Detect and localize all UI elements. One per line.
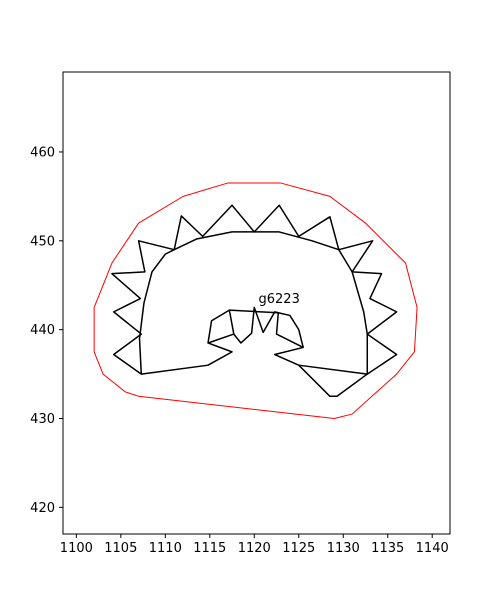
series-line-4 [298, 271, 369, 375]
x-tick-label: 1120 [238, 541, 271, 556]
x-tick-label: 1110 [149, 541, 182, 556]
plot-area [93, 182, 418, 419]
x-tick-label: 1100 [60, 541, 93, 556]
annotation-label: g6223 [259, 292, 300, 307]
y-tick-label: 460 [30, 145, 55, 160]
annotations: g6223 [259, 292, 300, 307]
x-tick-label: 1115 [193, 541, 226, 556]
y-tick-label: 440 [30, 323, 55, 338]
x-tick-label: 1130 [327, 541, 360, 556]
y-tick-label: 420 [30, 501, 55, 516]
y-tick-label: 430 [30, 412, 55, 427]
x-tick-label: 1135 [371, 541, 404, 556]
y-axis: 420 430 440 450 460 [30, 145, 63, 516]
x-tick-label: 1125 [282, 541, 315, 556]
y-tick-label: 450 [30, 234, 55, 249]
series-line-3 [229, 309, 304, 348]
series-line-1 [111, 204, 398, 398]
series-line-0 [93, 182, 418, 419]
series-line-5 [138, 231, 353, 375]
series-line-2 [207, 333, 235, 344]
x-tick-label: 1105 [104, 541, 137, 556]
axes-frame [62, 71, 451, 535]
x-axis: 1100 1105 1110 1115 1120 1125 1130 1135 1140 [60, 534, 449, 556]
x-tick-label: 1140 [416, 541, 449, 556]
